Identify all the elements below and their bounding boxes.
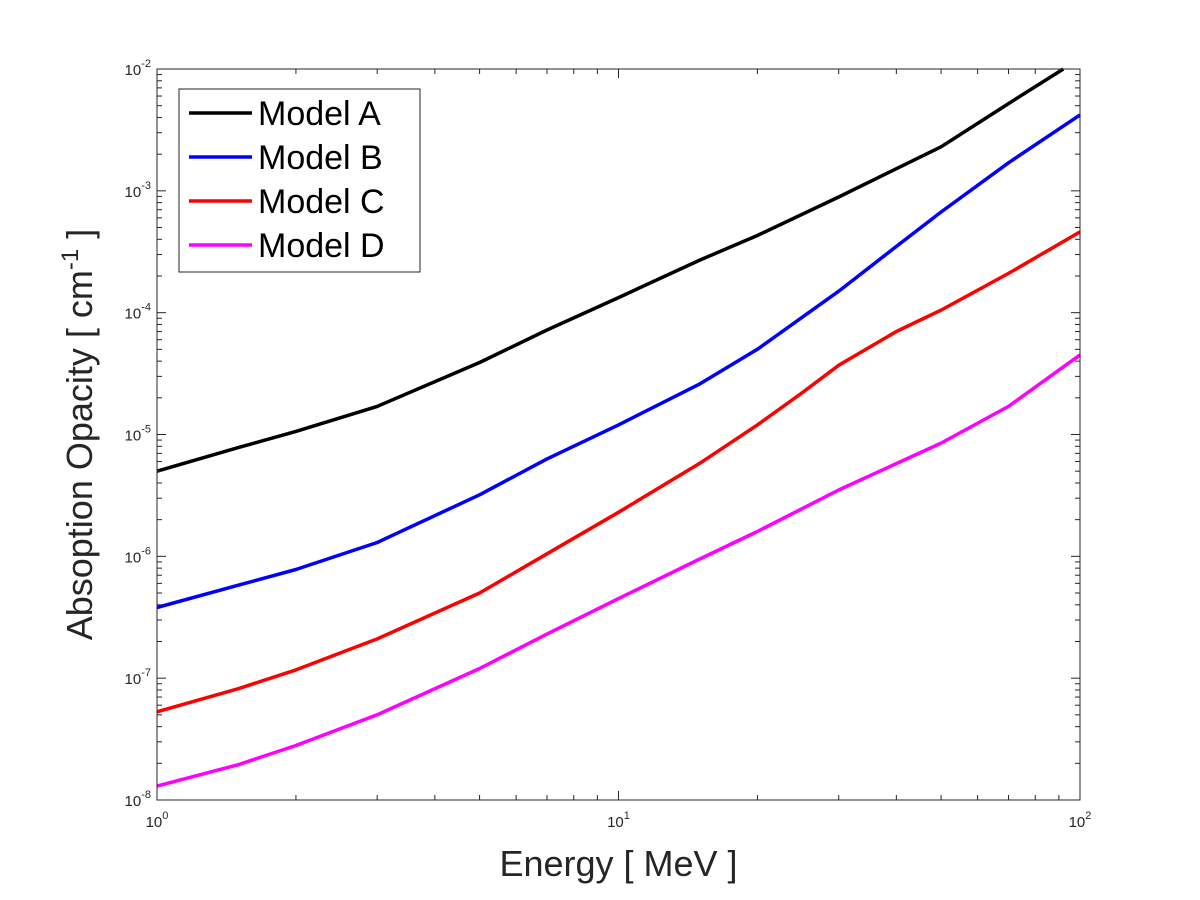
series-line-4 <box>156 353 1082 788</box>
y-tick-base: 10 <box>125 184 142 201</box>
y-tick-base: 10 <box>125 549 142 566</box>
plot-frame <box>156 68 1081 801</box>
legend-label-4: Model D <box>258 227 385 265</box>
y-tick-label: 10-2 <box>125 58 151 79</box>
x-tick-base: 10 <box>1069 814 1086 831</box>
y-tick-base: 10 <box>125 671 142 688</box>
y-tick-exponent: -6 <box>141 545 151 557</box>
y-axis-label-superscript: -1 <box>57 249 84 270</box>
y-tick-base: 10 <box>125 793 142 810</box>
y-tick-label: 10-8 <box>125 789 151 810</box>
x-tick-exponent: 0 <box>162 810 168 822</box>
y-tick-exponent: -4 <box>141 302 151 314</box>
x-tick-base: 10 <box>607 814 624 831</box>
y-tick-exponent: -7 <box>141 667 151 679</box>
legend-label-3: Model C <box>258 183 385 221</box>
y-tick-label: 10-6 <box>125 545 151 566</box>
y-tick-exponent: -8 <box>141 789 151 801</box>
legend-label-2: Model B <box>258 139 383 177</box>
x-tick-label: 101 <box>607 810 630 831</box>
y-tick-exponent: -2 <box>141 58 151 70</box>
y-tick-label: 10-7 <box>125 667 151 688</box>
legend-box <box>178 88 421 273</box>
series-line-2 <box>156 113 1081 610</box>
y-tick-base: 10 <box>125 306 142 323</box>
x-tick-label: 100 <box>146 810 169 831</box>
y-tick-base: 10 <box>125 62 142 79</box>
series-line-3 <box>156 230 1081 714</box>
x-tick-exponent: 2 <box>1085 810 1091 822</box>
x-tick-base: 10 <box>146 814 163 831</box>
series-layer <box>156 67 1082 788</box>
y-tick-exponent: -3 <box>141 180 151 192</box>
y-axis-label-suffix: ] <box>59 229 100 249</box>
y-axis-label-main: Absoption Opacity [ cm <box>59 270 100 640</box>
x-tick-exponent: 1 <box>624 810 630 822</box>
legend-label-1: Model A <box>258 95 381 133</box>
y-tick-base: 10 <box>125 428 142 445</box>
x-axis-label: Energy [ MeV ] <box>499 843 737 884</box>
y-tick-label: 10-4 <box>125 302 151 323</box>
y-tick-label: 10-5 <box>125 424 151 445</box>
x-tick-label: 102 <box>1069 810 1092 831</box>
y-tick-exponent: -5 <box>141 424 151 436</box>
series-line-1 <box>156 67 1065 473</box>
y-tick-label: 10-3 <box>125 180 151 201</box>
y-axis-label: Absoption Opacity [ cm-1 ] <box>57 229 100 641</box>
legend: Model A Model B Model C Model D <box>178 88 421 273</box>
